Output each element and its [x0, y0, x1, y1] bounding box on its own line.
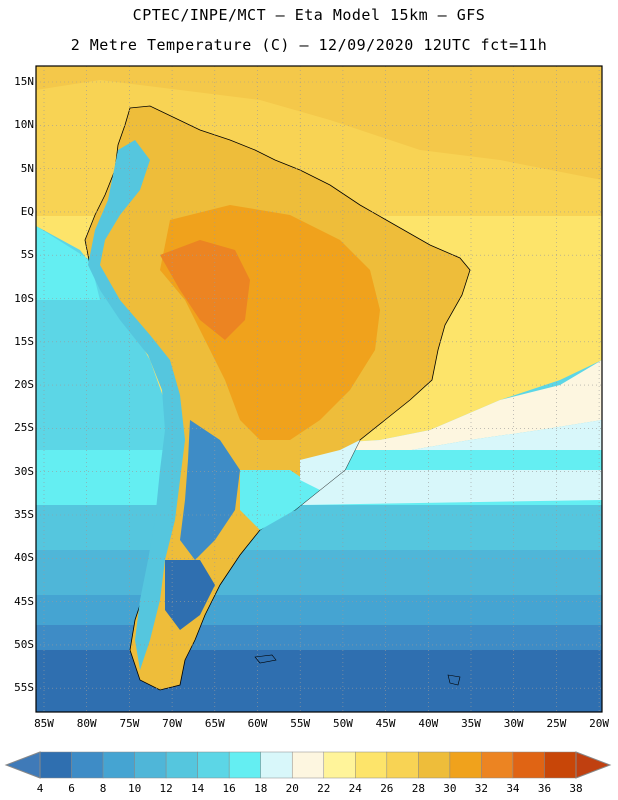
colorbar-swatch	[386, 751, 419, 779]
lat-label: 25S	[14, 421, 34, 435]
lat-label: 15N	[14, 75, 34, 88]
colorbar-tick-label: 32	[474, 782, 489, 795]
colorbar-swatch	[323, 751, 356, 779]
colorbar-swatch	[544, 751, 577, 779]
lat-label: EQ	[20, 204, 34, 218]
lat-label: 10N	[14, 118, 34, 132]
colorbar-tick-label: 36	[537, 782, 552, 795]
colorbar-swatch	[228, 751, 261, 779]
colorbar-swatch	[197, 751, 230, 779]
colorbar-tick-label: 12	[159, 782, 173, 795]
colorbar-swatch	[449, 751, 482, 779]
colorbar-tick-label: 6	[68, 782, 75, 795]
colorbar-swatch	[291, 751, 325, 779]
lon-label: 40W	[418, 717, 439, 730]
colorbar-tick-label: 20	[285, 782, 299, 795]
lon-label: 60W	[247, 717, 268, 730]
colorbar-swatch	[260, 751, 293, 779]
colorbar-high-arrow	[575, 751, 612, 779]
south-america-land	[84, 105, 471, 691]
lon-label: 35W	[461, 717, 481, 730]
colorbar-tick-label: 8	[99, 782, 107, 795]
colorbar-swatch	[481, 751, 514, 779]
lon-label: 70W	[162, 717, 183, 730]
lat-label: 20S	[14, 378, 34, 392]
colorbar-swatch	[134, 751, 167, 779]
lat-label: 45S	[14, 594, 34, 608]
lon-label: 50W	[332, 717, 353, 730]
islands	[254, 654, 461, 686]
lat-label: 5S	[20, 248, 34, 262]
lat-label: 35S	[14, 508, 34, 521]
lat-label: 40S	[14, 551, 34, 565]
colorbar-swatch	[418, 751, 451, 779]
lon-label: 20W	[589, 717, 610, 730]
lon-label: 25W	[546, 717, 567, 730]
colorbar-tick-label: 24	[348, 782, 362, 795]
lat-label: 30S	[14, 464, 34, 478]
lat-label: 10S	[14, 291, 34, 305]
colorbar-tick-label: 14	[191, 782, 205, 795]
map-frame	[35, 65, 603, 713]
colorbar-swatch	[71, 751, 104, 779]
lat-label: 5N	[20, 161, 34, 175]
map-title-line1: CPTEC/INPE/MCT – Eta Model 15km – GFS	[132, 6, 486, 24]
colorbar-tick-label: 30	[443, 782, 457, 795]
lon-label: 30W	[503, 717, 524, 730]
lon-label: 55W	[290, 717, 311, 730]
colorbar-swatch	[39, 751, 72, 779]
colorbar-tick-label: 10	[127, 782, 142, 795]
colorbar-swatch	[102, 751, 135, 779]
colorbar-tick-label: 38	[569, 782, 583, 795]
lon-label: 85W	[34, 717, 54, 730]
colorbar	[4, 751, 612, 779]
colorbar-tick-label: 18	[254, 782, 268, 795]
lon-label: 75W	[119, 717, 140, 730]
lon-label: 45W	[375, 717, 396, 730]
map-title-line2: 2 Metre Temperature (C) – 12/09/2020 12U…	[70, 36, 548, 54]
colorbar-tick-label: 4	[36, 782, 44, 795]
colorbar-tick-label: 16	[222, 782, 236, 795]
lat-label: 50S	[14, 637, 34, 651]
colorbar-tick-label: 22	[317, 782, 331, 795]
lon-label: 65W	[204, 717, 225, 730]
colorbar-swatch	[165, 751, 198, 779]
colorbar-tick-label: 28	[411, 782, 425, 795]
lon-label: 80W	[76, 717, 97, 730]
lat-label: 15S	[14, 334, 34, 348]
colorbar-tick-label: 26	[380, 782, 394, 795]
colorbar-swatch	[355, 751, 388, 779]
colorbar-tick-label: 34	[506, 782, 520, 795]
colorbar-low-arrow	[4, 751, 41, 779]
colorbar-swatch	[512, 751, 545, 779]
lat-label: 55S	[14, 681, 34, 695]
